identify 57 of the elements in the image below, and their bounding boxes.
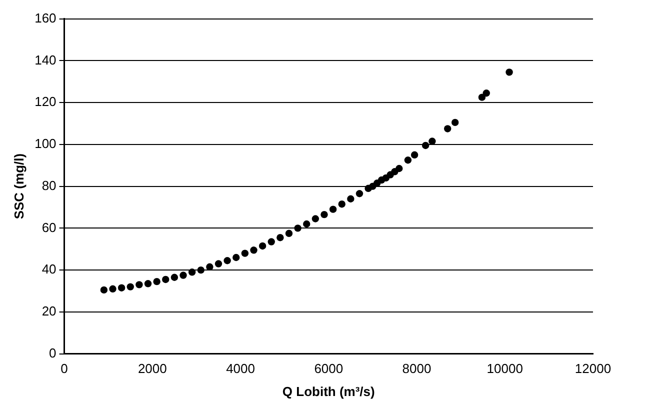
y-tick-label: 40 [42,262,56,277]
x-tick-label: 8000 [402,361,432,376]
x-tick-label: 10000 [486,361,523,376]
point [268,238,275,246]
y-axis-title: SSC (mg/l) [11,153,26,220]
x-tick-label: 4000 [226,361,255,376]
point [482,90,490,97]
point [294,224,302,232]
point [258,242,266,250]
point [422,142,430,150]
point [100,286,108,294]
point [197,266,204,274]
point [303,220,310,228]
y-tick-label: 120 [34,94,56,110]
x-tick-label: 0 [60,361,68,376]
point [136,281,143,288]
point [410,151,418,158]
x-tick-label: 12000 [574,361,612,376]
point [109,285,116,292]
point [451,118,459,126]
point [180,272,187,279]
point [153,278,160,286]
y-tick-label: 0 [49,345,56,360]
point [312,215,320,222]
point [404,156,412,164]
point [170,274,178,281]
y-tick-label: 100 [34,136,56,152]
point [329,206,337,213]
y-tick-label: 80 [42,178,56,193]
point [224,257,231,264]
point [396,164,403,172]
point [285,230,293,238]
point [118,284,126,292]
point [338,200,346,208]
y-tick-label: 140 [34,52,56,68]
point [144,280,152,288]
point [241,250,249,257]
point [250,246,258,254]
point [162,276,170,284]
x-axis-title: Q Lobith (m³/s) [282,384,375,399]
point [320,210,328,218]
point [188,268,196,276]
y-tick-label: 20 [42,304,56,319]
point [356,190,364,198]
x-tick-label: 6000 [314,361,344,376]
point [214,260,222,268]
point [276,234,284,242]
point [506,68,513,76]
point [347,195,354,202]
point [478,94,486,101]
x-tick-label: 2000 [138,361,167,376]
point [428,138,436,145]
point [232,254,240,262]
y-tick-label: 60 [42,220,56,235]
y-tick-label: 160 [34,10,56,26]
point [444,125,452,132]
point [126,283,134,290]
